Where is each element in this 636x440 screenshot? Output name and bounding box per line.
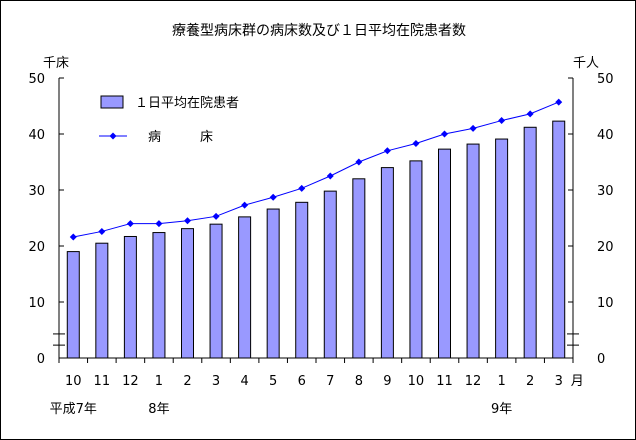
y-left-unit-label: 千床 [43,56,69,71]
x-tick-label: 1 [497,374,505,389]
legend-label-bar: １日平均在院患者 [135,96,239,111]
y-left-tick-label: 30 [28,184,45,199]
bar [409,160,423,359]
y-left-tick-label: 10 [28,296,45,311]
y-right-tick-label: 10 [597,296,614,311]
legend-swatch-bar [100,95,124,109]
x-tick-label: 7 [326,374,334,389]
bar [95,242,109,359]
y-left-tick-label: 50 [28,72,45,87]
line-point [326,172,334,180]
line-point [383,147,391,155]
line-point [184,217,191,225]
bar [266,208,280,359]
x-tick-label: 9 [383,374,391,389]
y-right-tick-label: 30 [597,184,614,199]
line-point [555,98,563,106]
line-point [269,193,277,201]
y-right-tick-label: 0 [597,352,605,367]
line-point [155,220,163,228]
line-point [241,201,249,209]
line-point [298,184,306,192]
x-tick-label: 3 [555,374,563,389]
y-left-tick-label: 20 [28,240,45,255]
y-left-tick-label: 0 [37,352,45,367]
x-tick-label: 11 [436,374,453,389]
line-point [69,233,77,241]
line-point [441,130,448,138]
line-point [469,124,477,132]
bar [209,223,223,359]
y-right-tick-label: 40 [597,128,614,143]
x-tick-label: 11 [94,374,111,389]
bar [438,148,451,359]
x-tick-label: 1 [155,374,163,389]
line-point [126,220,134,228]
y-right-tick-label: 50 [597,72,614,87]
line-point [98,227,106,235]
bar-series [66,120,566,359]
line-series [69,98,563,241]
x-tick-label: 6 [298,374,306,389]
x-tick-label: 3 [212,374,220,389]
x-tick-label: 8 [355,374,363,389]
chart-title: 療養型病床群の病床数及び１日平均在院患者数 [172,22,466,39]
bar [323,190,337,359]
line-point [526,110,534,118]
y-right-tick-label: 20 [597,240,614,255]
x-tick-label: 12 [465,374,482,389]
bar [495,138,509,359]
x-tick-label: 4 [240,374,248,389]
axes: 0 10 20 30 40 50 0 10 20 30 40 50 [28,72,613,367]
bar [552,120,566,359]
line-point [498,117,506,125]
bar [181,228,194,359]
bar [352,178,366,359]
year-label: 平成7年 [50,402,97,417]
bar [123,235,137,359]
line-point [412,140,420,148]
legend-label-line: 病 床 [148,130,213,145]
bar [380,167,394,359]
x-tick-label: 2 [183,374,191,389]
bar [295,201,309,359]
bar [66,251,80,359]
year-label: 8年 [148,402,169,417]
line-point [355,158,363,166]
line-path [73,101,559,238]
bar [152,232,166,359]
bar [238,216,252,359]
x-tick-label: 2 [526,374,534,389]
year-label: 9年 [491,402,512,417]
bar [466,143,480,359]
x-tick-label: 10 [65,374,82,389]
line-point [212,212,220,220]
x-tick-label: 12 [122,374,139,389]
legend-swatch-marker [109,132,117,140]
bar [523,126,537,359]
y-left-tick-label: 40 [28,128,45,143]
y-right-unit-label: 千人 [573,56,599,71]
x-unit-label: 月 [571,374,584,389]
x-tick-label: 10 [408,374,425,389]
x-tick-label: 5 [269,374,277,389]
